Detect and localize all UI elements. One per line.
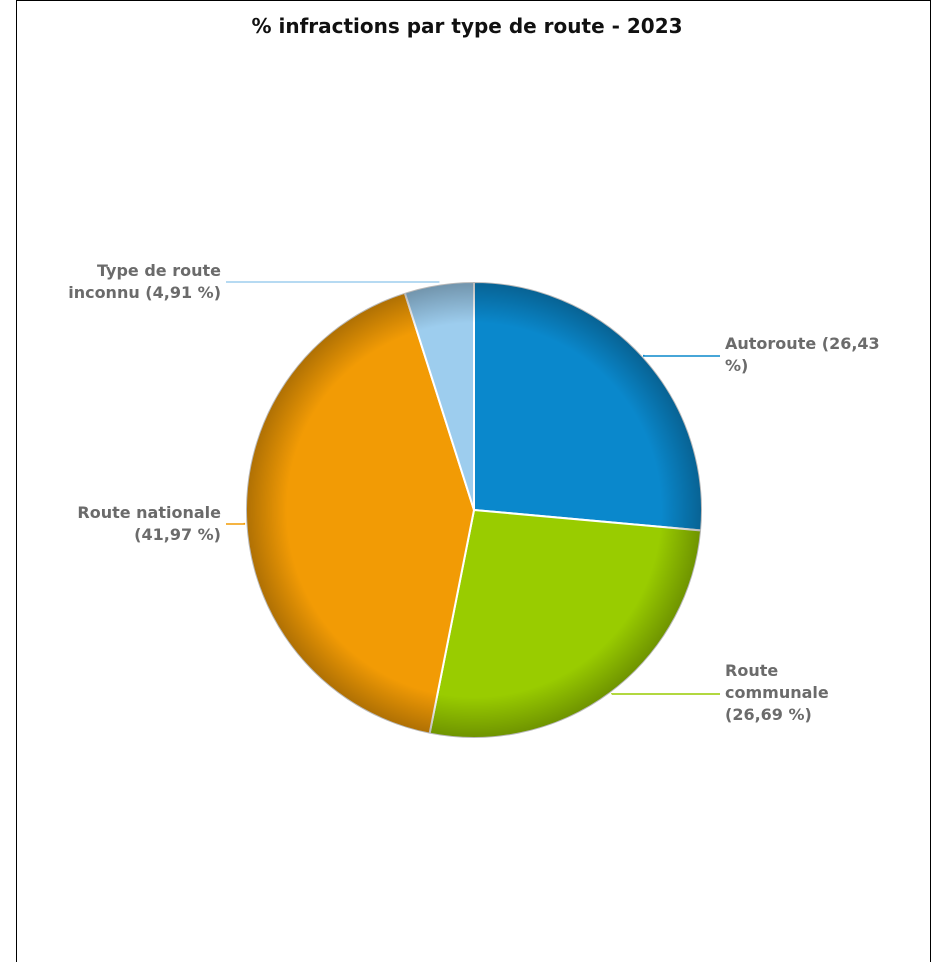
- slice-label-line: Type de route: [97, 261, 221, 280]
- slice-label-line: communale: [725, 683, 829, 702]
- leader-line-route-nationale: [226, 522, 246, 525]
- slice-label-line: inconnu (4,91 %): [68, 283, 221, 302]
- slice-label-line: Route: [725, 661, 778, 680]
- slice-label-type-de-route-inconnu: Type de route inconnu (4,91 %): [68, 261, 221, 302]
- pie-slice-autoroute[interactable]: [473, 280, 703, 532]
- slice-label-route-nationale: Route nationale (41,97 %): [77, 503, 221, 544]
- slice-label-line: Route nationale: [77, 503, 221, 522]
- slice-label-line: (41,97 %): [134, 525, 221, 544]
- chart-title: % infractions par type de route - 2023: [251, 14, 683, 38]
- leader-line-autoroute: [643, 354, 720, 357]
- slice-label-line: (26,69 %): [725, 705, 812, 724]
- slice-label-line: %): [725, 356, 748, 375]
- leader-line-type-de-route-inconnu: [226, 281, 440, 283]
- slice-label-autoroute: Autoroute (26,43%): [725, 334, 880, 375]
- slice-label-line: Autoroute (26,43: [725, 334, 880, 353]
- pie-slice-route-communale[interactable]: [428, 508, 703, 739]
- slice-label-route-communale: Route communale (26,69 %): [725, 661, 829, 724]
